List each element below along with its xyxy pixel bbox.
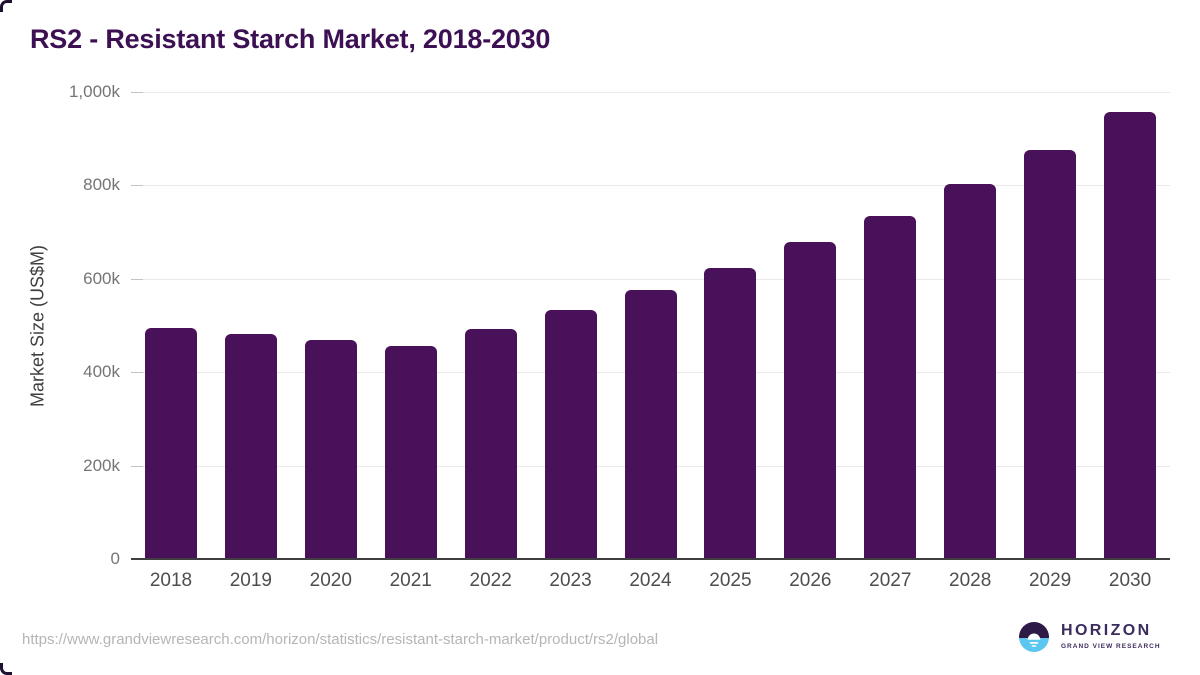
x-tick-label-2030: 2030 [1108, 570, 1152, 591]
bar-2025[interactable] [704, 267, 757, 559]
logo-wordmark: HORIZON [1061, 622, 1152, 639]
bar-2026[interactable] [784, 242, 837, 559]
bar-2024[interactable] [624, 290, 677, 559]
horizon-logo[interactable]: HORIZON GRAND VIEW RESEARCH [1019, 622, 1161, 652]
x-tick-label-2026: 2026 [789, 570, 832, 591]
x-tick-label-2022: 2022 [469, 570, 512, 591]
x-tick-label-2018: 2018 [149, 570, 193, 591]
x-tick-label-2029: 2029 [1028, 570, 1072, 591]
x-tick-label-2027: 2027 [869, 570, 912, 591]
bar-2030[interactable] [1104, 111, 1157, 559]
y-tick-label-1,000k: 1,000k [68, 82, 120, 101]
y-tick-label-400k: 400k [83, 362, 120, 382]
bar-2022[interactable] [464, 328, 517, 559]
x-tick-label-2019: 2019 [229, 570, 273, 591]
y-tick-400k [131, 372, 143, 374]
gridline-800k [131, 185, 1170, 187]
y-tick-label-600k: 600k [83, 268, 120, 288]
x-tick-label-2028: 2028 [949, 570, 992, 591]
x-tick-label-2021: 2021 [389, 570, 432, 591]
bar-2021[interactable] [384, 345, 437, 559]
frame-corner-top-left [0, 0, 12, 12]
bar-2020[interactable] [304, 340, 357, 559]
x-axis-line [131, 558, 1170, 560]
source-url: https://www.grandviewresearch.com/horizo… [22, 631, 659, 648]
bar-2018[interactable] [144, 327, 197, 559]
y-tick-label-200k: 200k [83, 455, 120, 475]
x-tick-label-2025: 2025 [709, 570, 752, 591]
bar-2023[interactable] [544, 310, 597, 559]
bar-2027[interactable] [864, 215, 917, 559]
gridline-600k [131, 278, 1170, 280]
y-tick-200k [131, 465, 143, 467]
logo-text-block: HORIZON GRAND VIEW RESEARCH [1061, 623, 1161, 651]
x-tick-label-2024: 2024 [629, 570, 672, 591]
bar-2028[interactable] [944, 184, 997, 559]
bar-2029[interactable] [1024, 149, 1077, 559]
plot-area [131, 92, 1170, 560]
gridline-1,000k [131, 92, 1170, 93]
x-tick-label-2023: 2023 [549, 570, 592, 591]
horizon-sun-over-water-icon [1019, 622, 1049, 652]
x-tick-label-2020: 2020 [309, 570, 352, 591]
y-tick-600k [131, 278, 143, 280]
y-axis-title: Market Size (US$M) [27, 244, 48, 407]
y-tick-1,000k [131, 92, 143, 93]
bar-2019[interactable] [224, 333, 277, 559]
y-tick-800k [131, 185, 143, 187]
chart-title: RS2 - Resistant Starch Market, 2018-2030 [30, 24, 551, 54]
y-tick-label-0: 0 [110, 549, 120, 568]
y-tick-label-800k: 800k [83, 175, 120, 195]
logo-subtitle: GRAND VIEW RESEARCH [1061, 643, 1161, 650]
frame-corner-bottom-left [0, 663, 12, 675]
